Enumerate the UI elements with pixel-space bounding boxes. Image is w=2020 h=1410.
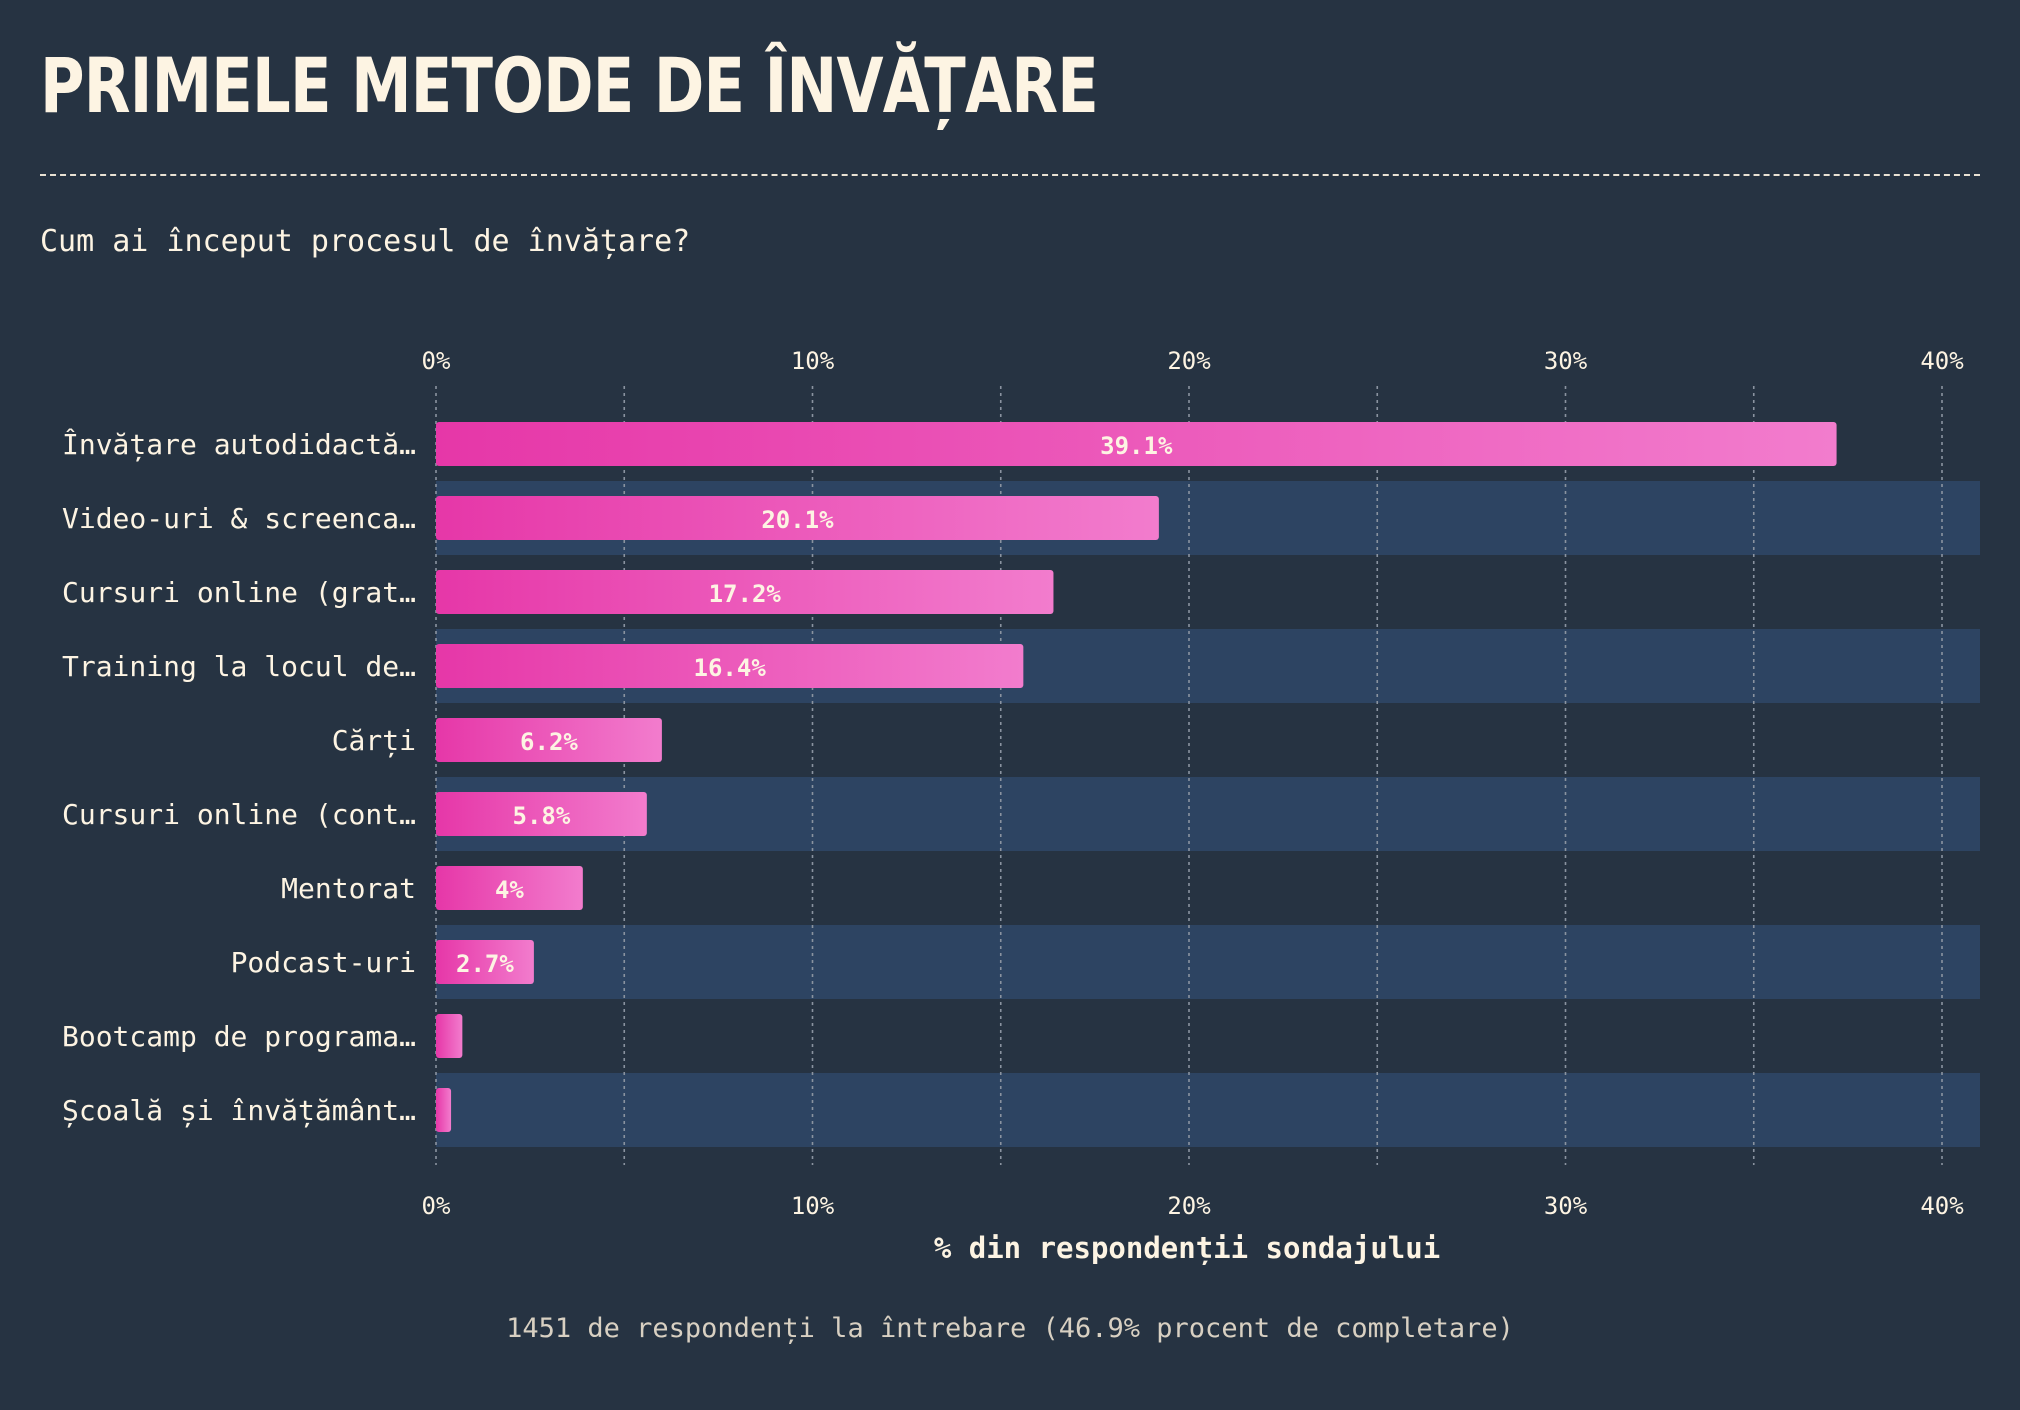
value-labels: 39.1% 20.1% 17.2% 16.4% 6.2% 5.8% 4% 2.7% bbox=[456, 432, 1173, 978]
x-axis-label: % din respondenții sondajului bbox=[934, 1231, 1440, 1265]
row-bands bbox=[436, 481, 1980, 1147]
row-band bbox=[436, 925, 1980, 999]
bar-value-label: 5.8% bbox=[513, 802, 571, 830]
bar bbox=[436, 422, 1837, 466]
row-band bbox=[436, 777, 1980, 851]
category-label: Video-uri & screenca… bbox=[62, 502, 416, 535]
x-tick-label: 30% bbox=[1544, 1192, 1588, 1220]
category-label: Cursuri online (cont… bbox=[62, 798, 416, 831]
bar-value-label: 4% bbox=[495, 876, 524, 904]
category-label: Învățare autodidactă… bbox=[62, 427, 416, 462]
category-label: Școală și învățământ… bbox=[62, 1094, 416, 1128]
category-label: Training la locul de… bbox=[62, 650, 416, 683]
respondents-note: 1451 de respondenți la întrebare (46.9% … bbox=[506, 1313, 1514, 1344]
x-tick-label: 30% bbox=[1544, 347, 1588, 375]
x-tick-label: 0% bbox=[422, 1192, 451, 1220]
bar bbox=[436, 940, 534, 984]
bar bbox=[436, 718, 662, 762]
x-tick-label: 40% bbox=[1920, 1192, 1964, 1220]
x-tick-label: 40% bbox=[1920, 347, 1964, 375]
x-tick-label: 20% bbox=[1167, 1192, 1211, 1220]
bar bbox=[436, 570, 1054, 614]
bar bbox=[436, 496, 1159, 540]
x-axis-bottom: 0% 10% 20% 30% 40% bbox=[422, 1192, 1965, 1220]
title-divider bbox=[40, 174, 1980, 176]
x-axis-top: 0% 10% 20% 30% 40% bbox=[422, 347, 1965, 375]
category-label: Bootcamp de programa… bbox=[62, 1020, 416, 1053]
bar bbox=[436, 792, 647, 836]
category-label: Podcast-uri bbox=[231, 946, 416, 979]
bar bbox=[436, 644, 1024, 688]
category-label: Mentorat bbox=[281, 872, 416, 905]
x-tick-label: 20% bbox=[1167, 347, 1211, 375]
bar bbox=[436, 1014, 463, 1058]
row-band bbox=[436, 1073, 1980, 1147]
bar-value-label: 6.2% bbox=[520, 728, 578, 756]
category-label: Cursuri online (grat… bbox=[62, 576, 416, 609]
bar-value-label: 2.7% bbox=[456, 950, 514, 978]
bar bbox=[436, 866, 583, 910]
bar-value-label: 20.1% bbox=[761, 506, 834, 534]
x-tick-label: 10% bbox=[791, 1192, 835, 1220]
category-labels: Învățare autodidactă… Video-uri & screenc… bbox=[62, 427, 416, 1128]
x-tick-label: 0% bbox=[422, 347, 451, 375]
x-tick-label: 10% bbox=[791, 347, 835, 375]
chart-subtitle: Cum ai început procesul de învățare? bbox=[40, 224, 691, 259]
bar-value-label: 39.1% bbox=[1100, 432, 1173, 460]
bars bbox=[436, 422, 1837, 1132]
bar-value-label: 16.4% bbox=[694, 654, 767, 682]
bar bbox=[436, 1088, 452, 1132]
chart-title: PRIMELE METODE DE ÎNVĂȚARE bbox=[40, 41, 1099, 130]
bar-value-label: 17.2% bbox=[709, 580, 782, 608]
category-label: Cărți bbox=[332, 724, 416, 758]
